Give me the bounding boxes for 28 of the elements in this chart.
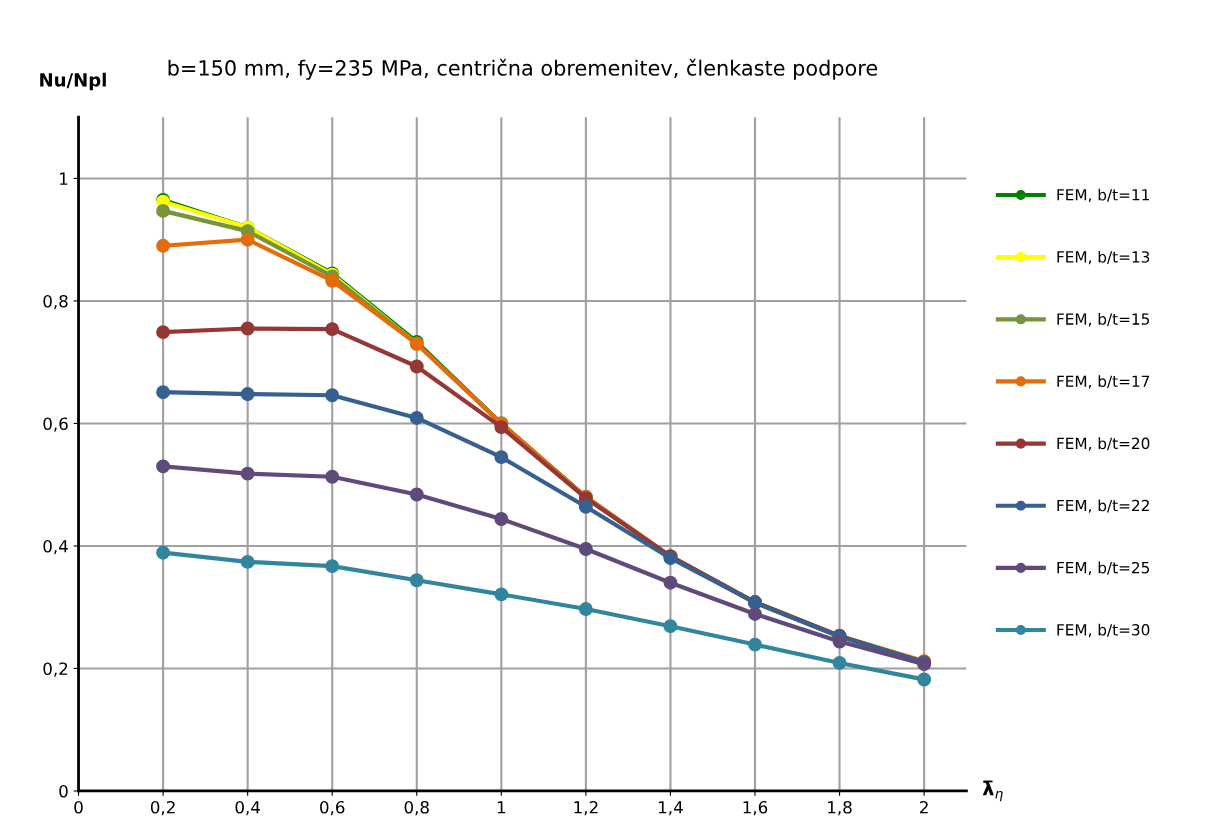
x-tick-label: 0,6 (320, 800, 345, 816)
x-tick-label: 1 (497, 801, 506, 814)
x-tick-label: 0,2 (150, 800, 175, 816)
x-tick-label: 0 (74, 800, 83, 814)
x-tick-label: 0,4 (235, 800, 260, 816)
x-tick-label: 1,6 (743, 800, 768, 816)
legend-label: FEM, b/t=25 (1057, 561, 1150, 576)
x-tick-label: 1,8 (828, 800, 852, 816)
y-tick-label: 0,8 (43, 294, 68, 310)
y-tick-label: 0,2 (43, 662, 68, 677)
legend-label: FEM, b/t=15 (1057, 313, 1150, 327)
legend-label: FEM, b/t=11 (1057, 188, 1149, 203)
legend-label: FEM, b/t=13 (1057, 250, 1150, 265)
x-tick-label: 1,2 (574, 800, 598, 816)
legend-label: FEM, b/t=20 (1057, 437, 1150, 451)
legend-label: FEM, b/t=30 (1057, 623, 1150, 638)
x-tick-label: 1,4 (659, 801, 683, 816)
y-tick-label: 0,4 (43, 539, 68, 555)
legend-label: FEM, b/t=17 (1057, 375, 1150, 389)
x-tick-label: 2 (920, 800, 928, 814)
legend-label: FEM, b/t=22 (1057, 499, 1149, 513)
y-axis-title: Nu/Npl (40, 72, 106, 91)
y-tick-label: 1 (60, 172, 68, 185)
x-axis-title: λ̄$_{η}$ (982, 780, 1003, 802)
chart-title: b=150 mm, fy=235 MPa, centrična obremenitev, členkaste podpore (168, 58, 878, 80)
y-tick-label: 0,6 (43, 417, 68, 432)
x-tick-label: 0,8 (404, 800, 429, 816)
y-tick-label: 0 (59, 784, 68, 798)
